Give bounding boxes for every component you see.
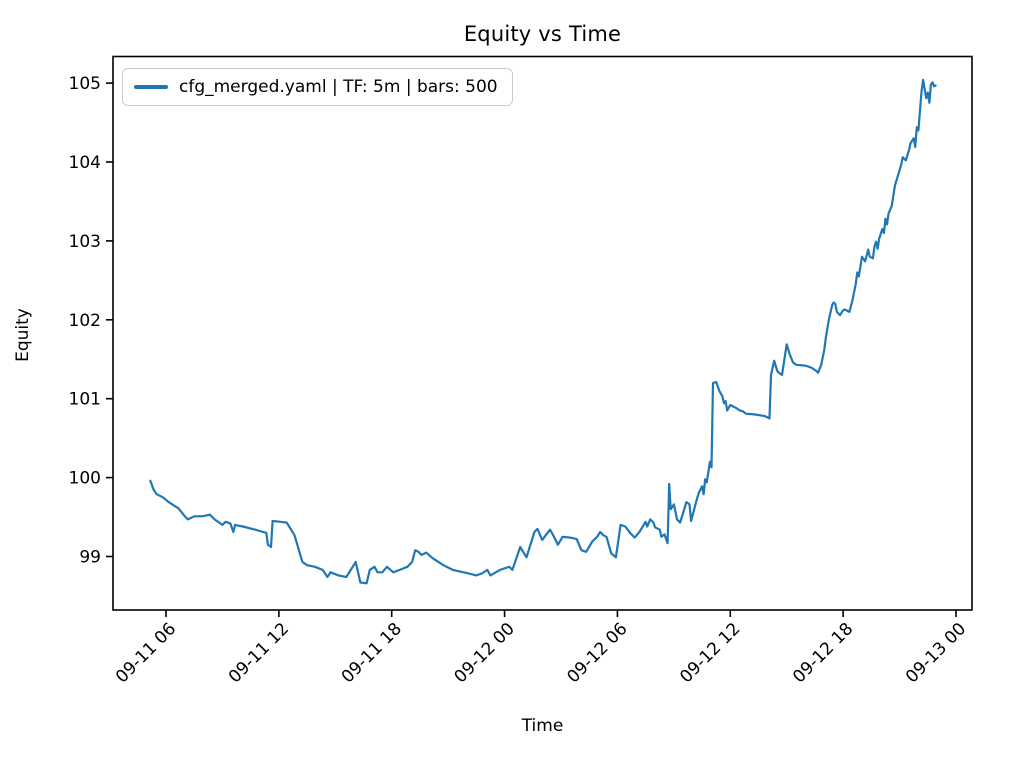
equity-line xyxy=(149,78,937,585)
x-tick-label: 09-11 06 xyxy=(112,619,180,687)
chart-title: Equity vs Time xyxy=(463,22,622,46)
x-tick-label: 09-13 00 xyxy=(902,619,970,687)
y-tick-label: 103 xyxy=(69,232,101,252)
x-tick-label: 09-12 12 xyxy=(676,619,744,687)
x-tick-label: 09-11 18 xyxy=(338,619,406,687)
y-tick-label: 101 xyxy=(69,390,101,410)
y-tick-label: 102 xyxy=(69,311,101,331)
y-tick-label: 104 xyxy=(69,153,101,173)
x-tick-label: 09-12 06 xyxy=(563,619,631,687)
x-tick-label: 09-11 12 xyxy=(225,619,293,687)
y-tick-label: 99 xyxy=(79,548,101,568)
legend-line-swatch-icon xyxy=(134,85,168,89)
legend-label: cfg_merged.yaml | TF: 5m | bars: 500 xyxy=(179,77,498,97)
axes-spines xyxy=(112,55,973,611)
y-tick-label: 105 xyxy=(69,74,101,94)
y-axis-title: Equity xyxy=(13,308,33,362)
x-axis-title: Time xyxy=(521,716,564,736)
legend: cfg_merged.yaml | TF: 5m | bars: 500 xyxy=(122,68,513,106)
x-tick-label: 09-12 00 xyxy=(451,619,519,687)
y-tick-label: 100 xyxy=(69,469,101,489)
x-tick-label: 09-12 18 xyxy=(789,619,857,687)
